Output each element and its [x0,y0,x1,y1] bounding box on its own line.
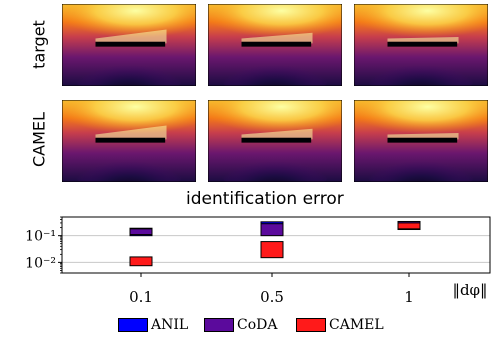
heatmap-target-2 [354,4,488,86]
heatmap-camel-1 [208,100,342,182]
x-axis-label: ‖dφ‖ [452,281,487,299]
heatmap-target-0 [62,4,196,86]
legend-item-coda: CoDA [204,317,277,333]
legend-label-coda: CoDA [237,317,278,333]
legend-swatch-coda [204,318,234,332]
x-tick-label-0: 0.1 [129,288,153,306]
plot-frame [61,216,491,274]
chart-title: identification error [186,189,344,209]
legend-swatch-camel [296,318,326,332]
legend-item-camel: CAMEL [296,317,384,333]
legend-label-anil: ANIL [151,317,189,333]
y-tick-label-1: 10⁻² [25,255,56,271]
heatmap-camel-2 [354,100,488,182]
x-tick-label-2: 1 [404,288,414,306]
heatmap-target-1 [208,4,342,86]
legend-item-anil: ANIL [118,317,188,333]
box-coda-0 [129,228,153,236]
heatmap-camel-0 [62,100,196,182]
box-coda-1 [260,223,284,237]
legend-swatch-anil [118,318,148,332]
legend-label-camel: CAMEL [329,317,384,333]
x-tick-label-1: 0.5 [260,288,284,306]
box-camel-1 [260,241,284,259]
box-camel-2 [397,222,421,230]
box-camel-0 [129,256,153,267]
y-tick-label-0: 10⁻¹ [25,229,56,245]
